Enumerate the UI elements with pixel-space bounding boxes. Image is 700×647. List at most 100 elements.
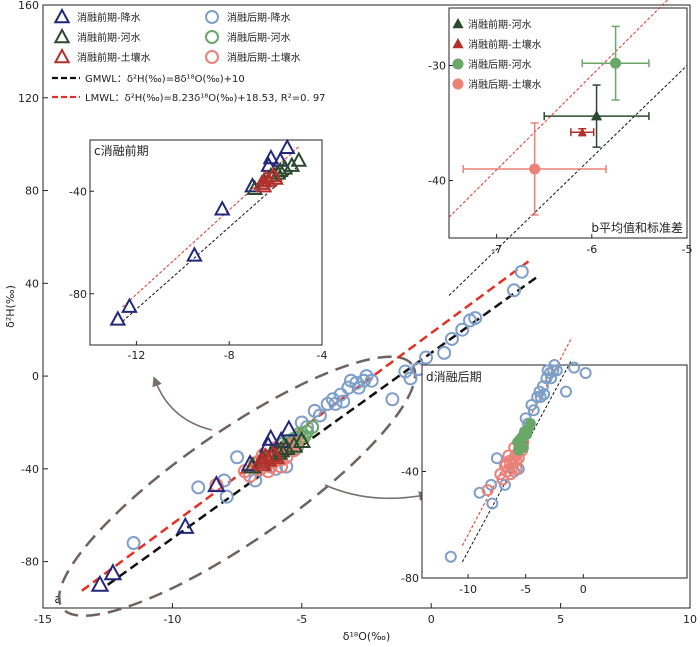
point-pre_river [292,430,312,449]
inset-c-x-tick-label: -8 [224,349,235,362]
x-tick-label: 10 [683,613,697,626]
inset-b-legend-marker [452,78,464,90]
point-post_river [292,427,307,442]
inset-d-point-post_rain [486,497,499,510]
inset-c-point-pre_rain [121,297,138,313]
point-pre_rain [103,563,123,581]
point-post_rain [507,283,522,298]
inset-b-legend-marker [452,37,464,49]
point-pre_river [271,440,291,458]
point-post_rain [364,373,379,388]
inset-c-x-tick-label: -12 [127,349,145,362]
point-post_rain [341,380,356,395]
inset-b-legend-marker [452,17,464,29]
y-tick-label: 160 [18,0,39,12]
legend-lmwl-label: LMWL：δ²H(‰)=8.23δ¹⁸O(‰)+18.53, R²=0. 97 [85,93,326,104]
inset-d-point-post_soil [481,484,494,497]
point-pre_rain [279,419,299,437]
inset-c-point-pre_rain [109,310,127,326]
point-post_rain [403,371,418,386]
inset-d-point-post_rain [538,388,551,401]
legend-label: 消融后期-降水 [227,11,291,24]
inset-b-legend-label: 消融后期-土壤水 [468,78,542,91]
inset-c-point-pre_rain [260,156,277,172]
inset-c-point-pre_rain [213,200,231,216]
point-pre_soil [266,447,286,465]
inset-d-frame [421,364,688,579]
inset-c-point-pre_rain [278,138,296,154]
arrow-to-inset-d [324,484,429,501]
point-post_rain [230,450,245,465]
inset-c-y-tick-label: -40 [69,185,87,198]
inset-d-point-post_rain [579,366,592,379]
inset-d-point-post_rain [490,452,503,465]
point-pre_soil [264,444,283,462]
inset-d-point-post_rain [444,550,457,563]
inset-d-point-post_river [517,442,529,454]
inset-d-x-tick-label: -10 [459,583,477,596]
inset-d-point-post_rain [473,486,486,499]
legend-marker [53,47,71,64]
inset-b-x-tick-label: -6 [586,243,597,256]
y-tick-label: 80 [25,185,39,198]
inset-b-mean-pre_river [590,110,603,121]
legend-label: 消融前期-土壤水 [77,51,151,64]
inset-d-point-post_rain [545,372,558,385]
inset-c-point-pre_soil [267,169,284,185]
inset-c-point-pre_soil [255,177,273,193]
x-tick-label: -15 [34,613,52,626]
inset-b-panel: -7-6-5-40-30b平均值和标准差消融前期-河水消融前期-土壤水消融后期-… [428,0,693,296]
inset-d-point-post_rain [550,364,563,377]
inset-c-panel: -12 -8 -4 -80 -40 c消融前期 [69,138,327,362]
point-pre_rain [271,430,291,449]
x-tick-label: -10 [163,613,181,626]
x-tick-label: 5 [557,613,564,626]
y-axis-label: δ²H(‰) [4,285,17,328]
point-pre_river [284,435,304,453]
inset-d-point-post_river [524,418,536,430]
inset-c-point-pre_rain [186,246,203,262]
inset-b-gmwl [448,65,688,296]
y-tick-label: -40 [21,463,39,476]
inset-d-point-post_soil [510,462,523,475]
y-tick-label: 120 [18,92,39,105]
point-post_rain [333,387,348,402]
x-tick-label: 0 [428,613,435,626]
point-pre_soil [253,454,273,472]
legend-label: 消融前期-河水 [77,31,141,44]
inset-c-y-tick-label: -80 [69,288,87,301]
inset-d-x-tick-label: 0 [580,583,587,596]
point-post_rain [437,345,452,360]
arrow-to-inset-c [152,376,213,431]
point-pre_rain [90,574,110,592]
legend-marker [53,27,71,44]
inset-b-legend-label: 消融前期-土壤水 [468,38,542,51]
inset-c-point-pre_river [271,161,289,177]
legend-label: 消融后期-土壤水 [227,51,301,64]
inset-b-x-tick-label: -5 [682,243,693,256]
point-post_rain [455,322,470,337]
point-pre_rain [207,474,226,493]
point-post_rain [336,394,351,409]
point-post_rain [191,480,206,495]
legend-marker [205,10,219,24]
inset-c-title: c消融前期 [94,143,149,158]
inset-d-y-tick-label: -40 [401,466,419,479]
inset-b-mean-pre_soil [578,127,587,136]
point-post_river [305,420,320,435]
inset-b-y-tick-label: -40 [428,175,446,188]
point-post_rain [468,311,483,326]
connector-arrows [152,376,429,501]
legend-gmwl-label: GMWL：δ²H(‰)=8δ¹⁸O(‰)+10 [85,74,245,85]
y-tick-label: 0 [32,370,39,383]
point-pre_rain [176,516,195,534]
lmwl-line [81,259,531,592]
inset-d-title: d消融后期 [426,370,482,384]
inset-b-legend-marker [452,58,464,70]
inset-b-legend-label: 消融后期-河水 [468,58,532,71]
x-tick-label: -5 [296,613,307,626]
point-post_rain [419,350,434,365]
legend-marker [205,30,219,44]
y-tick-label: 40 [25,277,39,290]
